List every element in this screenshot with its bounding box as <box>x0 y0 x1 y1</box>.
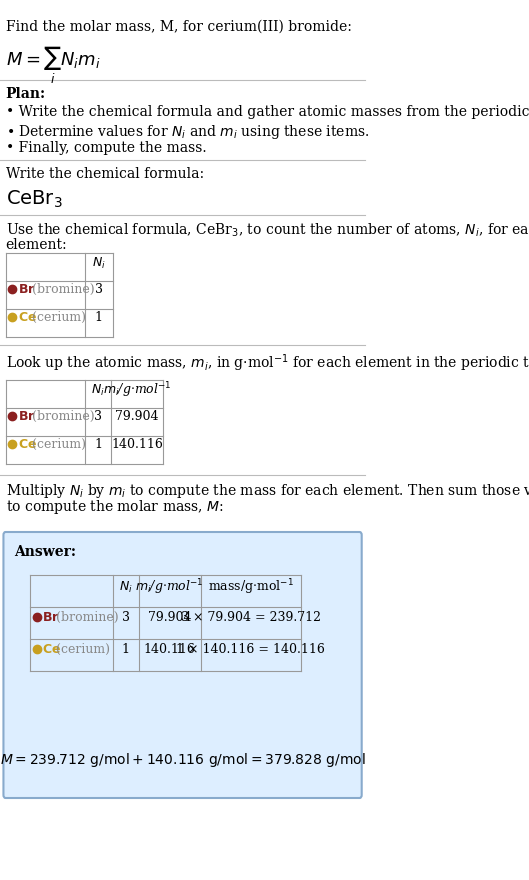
Text: (bromine): (bromine) <box>28 409 94 422</box>
Text: $m_i$/g$\cdot$mol$^{-1}$: $m_i$/g$\cdot$mol$^{-1}$ <box>135 577 204 597</box>
Text: (bromine): (bromine) <box>28 282 94 296</box>
Text: to compute the molar mass, $M$:: to compute the molar mass, $M$: <box>5 498 223 516</box>
Text: $\bf{Br}$: $\bf{Br}$ <box>18 409 35 422</box>
Text: (cerium): (cerium) <box>52 642 110 656</box>
Text: Use the chemical formula, CeBr$_3$, to count the number of atoms, $N_i$, for eac: Use the chemical formula, CeBr$_3$, to c… <box>5 222 529 239</box>
Text: 3 × 79.904 = 239.712: 3 × 79.904 = 239.712 <box>181 611 321 624</box>
Text: $M = 239.712\ \mathrm{g/mol} + 140.116\ \mathrm{g/mol} = 379.828\ \mathrm{g/mol}: $M = 239.712\ \mathrm{g/mol} + 140.116\ … <box>0 751 366 769</box>
Text: $N_i$: $N_i$ <box>118 579 132 595</box>
Text: 1: 1 <box>94 437 102 451</box>
Text: 140.116: 140.116 <box>144 642 196 656</box>
Text: $N_i$: $N_i$ <box>91 383 105 398</box>
Text: mass/g$\cdot$mol$^{-1}$: mass/g$\cdot$mol$^{-1}$ <box>208 577 294 597</box>
Text: • Finally, compute the mass.: • Finally, compute the mass. <box>5 141 206 155</box>
Text: 140.116: 140.116 <box>111 437 163 451</box>
Text: Multiply $N_i$ by $m_i$ to compute the mass for each element. Then sum those val: Multiply $N_i$ by $m_i$ to compute the m… <box>5 482 529 500</box>
Text: $M = \sum_i N_i m_i$: $M = \sum_i N_i m_i$ <box>5 45 100 86</box>
Text: 79.904: 79.904 <box>115 409 159 422</box>
Text: 1: 1 <box>122 642 130 656</box>
Text: $\bf{Ce}$: $\bf{Ce}$ <box>42 642 61 656</box>
Text: • Write the chemical formula and gather atomic masses from the periodic table.: • Write the chemical formula and gather … <box>5 105 529 119</box>
Text: Answer:: Answer: <box>14 545 76 559</box>
Text: $\bf{Ce}$: $\bf{Ce}$ <box>18 311 37 324</box>
Text: 3: 3 <box>95 282 103 296</box>
FancyBboxPatch shape <box>4 532 362 798</box>
Text: 79.904: 79.904 <box>148 611 191 624</box>
Text: 1 × 140.116 = 140.116: 1 × 140.116 = 140.116 <box>177 642 325 656</box>
Text: element:: element: <box>5 238 67 252</box>
Text: 1: 1 <box>95 311 103 324</box>
Text: 3: 3 <box>122 611 130 624</box>
Text: $m_i$/g$\cdot$mol$^{-1}$: $m_i$/g$\cdot$mol$^{-1}$ <box>103 380 171 400</box>
Text: $N_i$: $N_i$ <box>92 255 106 270</box>
Text: Write the chemical formula:: Write the chemical formula: <box>5 167 204 181</box>
Text: $\bf{Br}$: $\bf{Br}$ <box>18 282 35 296</box>
Text: 3: 3 <box>94 409 102 422</box>
Text: Find the molar mass, M, for cerium(III) bromide:: Find the molar mass, M, for cerium(III) … <box>5 20 351 34</box>
Text: $\bf{Br}$: $\bf{Br}$ <box>42 611 60 624</box>
Text: (cerium): (cerium) <box>28 437 86 451</box>
Text: • Determine values for $N_i$ and $m_i$ using these items.: • Determine values for $N_i$ and $m_i$ u… <box>5 123 369 141</box>
Text: Look up the atomic mass, $m_i$, in g$\cdot$mol$^{-1}$ for each element in the pe: Look up the atomic mass, $m_i$, in g$\cd… <box>5 352 529 374</box>
Text: (bromine): (bromine) <box>52 611 118 624</box>
Text: (cerium): (cerium) <box>28 311 86 324</box>
Text: Plan:: Plan: <box>5 87 45 101</box>
Text: $\mathrm{CeBr_3}$: $\mathrm{CeBr_3}$ <box>5 189 62 210</box>
Text: $\bf{Ce}$: $\bf{Ce}$ <box>18 437 37 451</box>
